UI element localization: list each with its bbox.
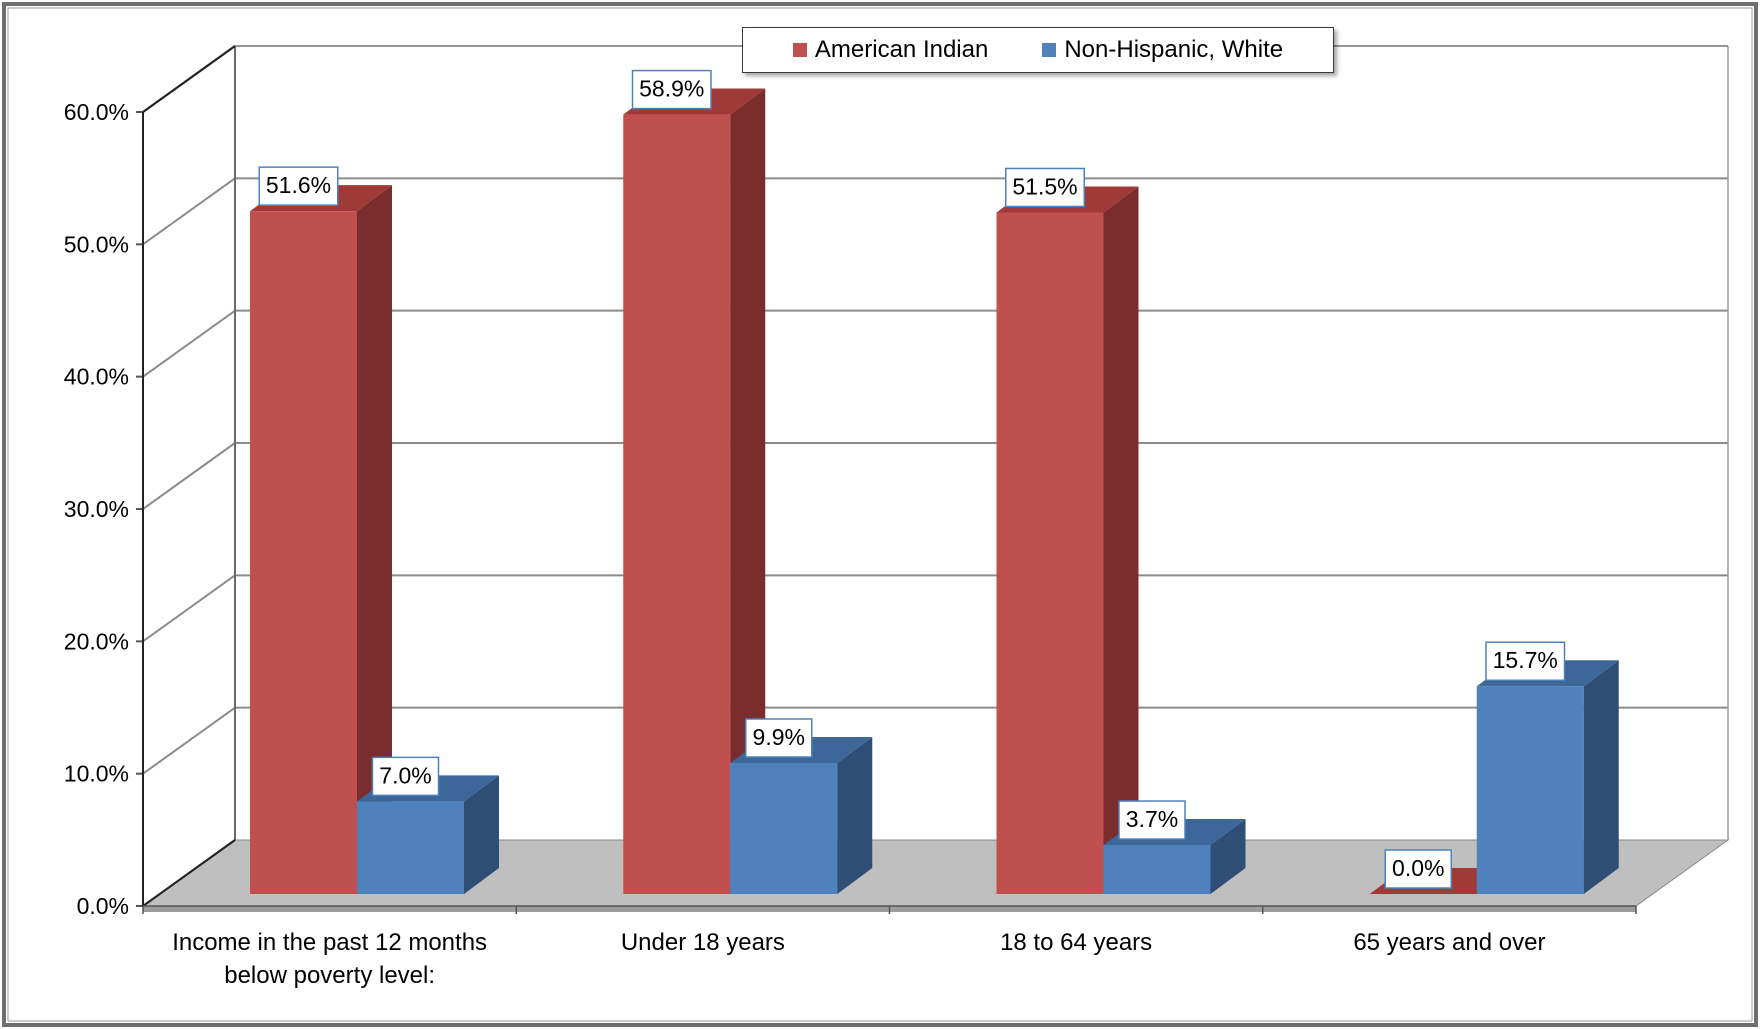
legend-item-non-hispanic-white: Non-Hispanic, White xyxy=(1042,36,1283,64)
gridline-side xyxy=(142,177,236,246)
data-label: 58.9% xyxy=(639,76,704,102)
data-label-box xyxy=(1485,641,1566,681)
data-label: 51.6% xyxy=(266,172,331,198)
bar-side xyxy=(464,775,499,894)
data-label-box xyxy=(258,166,339,206)
x-category-label: below poverty level: xyxy=(224,962,435,989)
side-wall-top-edge xyxy=(142,45,236,113)
x-category-label: Income in the past 12 months xyxy=(172,929,487,956)
gridline-side xyxy=(142,309,236,378)
bar-side xyxy=(1210,819,1246,894)
bar-front xyxy=(357,801,464,894)
bar-side xyxy=(730,88,766,895)
data-label-box xyxy=(1384,849,1452,889)
data-label: 7.0% xyxy=(379,762,431,788)
gridline-side xyxy=(142,442,236,510)
bar-side xyxy=(1583,660,1619,894)
y-tick-label: 20.0% xyxy=(64,628,129,654)
bar-front xyxy=(1476,686,1584,894)
data-label-box xyxy=(745,718,813,758)
side-wall-bottom-edge xyxy=(142,839,236,907)
data-label-box xyxy=(631,69,712,110)
y-tick-label: 50.0% xyxy=(64,231,129,257)
bar-front xyxy=(250,211,357,894)
bar-side xyxy=(357,185,392,894)
y-tick-label: 0.0% xyxy=(77,893,129,919)
chart-legend: American Indian Non-Hispanic, White xyxy=(742,27,1334,73)
data-label: 15.7% xyxy=(1493,647,1558,673)
x-category-label: 65 years and over xyxy=(1353,929,1545,956)
y-tick-label: 10.0% xyxy=(64,761,129,787)
bar-front xyxy=(730,762,838,894)
bar-front xyxy=(996,212,1104,894)
legend-label-non-hispanic-white: Non-Hispanic, White xyxy=(1064,36,1284,63)
bar-front xyxy=(623,114,731,895)
x-category-label: 18 to 64 years xyxy=(1000,929,1152,956)
data-label-box xyxy=(371,756,440,797)
x-category-label: Under 18 years xyxy=(621,929,785,956)
gridline-side xyxy=(142,574,236,643)
data-label: 0.0% xyxy=(1392,855,1444,881)
bar-front xyxy=(1103,845,1211,894)
y-tick-label: 30.0% xyxy=(64,496,129,522)
legend-item-american-indian: American Indian xyxy=(792,36,989,64)
data-label: 3.7% xyxy=(1126,806,1178,832)
y-tick-label: 40.0% xyxy=(64,364,129,390)
gridline-side xyxy=(142,706,236,775)
data-label-box xyxy=(1118,800,1186,840)
legend-swatch-non-hispanic-white xyxy=(1042,43,1057,57)
data-label-box xyxy=(1005,167,1085,208)
legend-swatch-american-indian xyxy=(792,43,807,57)
bar-side xyxy=(1103,186,1139,894)
data-label: 9.9% xyxy=(753,724,805,750)
data-label: 51.5% xyxy=(1012,173,1077,199)
legend-label-american-indian: American Indian xyxy=(814,36,989,63)
bar-side xyxy=(837,736,873,894)
y-tick-label: 60.0% xyxy=(64,99,129,125)
